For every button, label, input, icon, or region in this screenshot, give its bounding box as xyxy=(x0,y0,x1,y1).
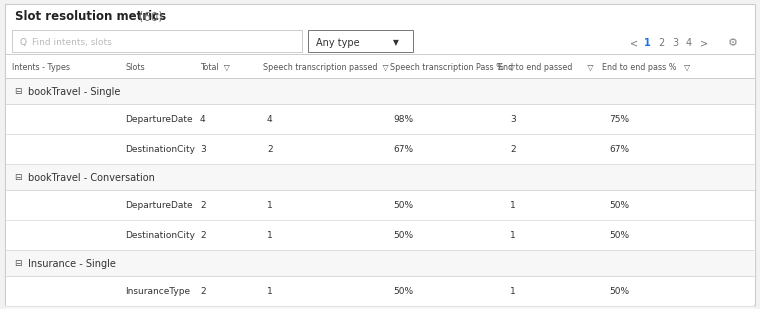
Text: 98%: 98% xyxy=(393,116,413,125)
Bar xyxy=(6,104,754,134)
Bar xyxy=(6,134,754,164)
Text: 4: 4 xyxy=(267,116,273,125)
Text: 4: 4 xyxy=(686,38,692,48)
Text: 1: 1 xyxy=(510,201,516,210)
Text: End to end passed      ▽: End to end passed ▽ xyxy=(498,62,594,71)
Text: 50%: 50% xyxy=(393,201,413,210)
Bar xyxy=(308,30,413,52)
Text: 1: 1 xyxy=(267,231,273,240)
Text: ▼: ▼ xyxy=(393,39,399,48)
Text: Q: Q xyxy=(20,39,27,48)
Text: End to end pass %   ▽: End to end pass % ▽ xyxy=(602,62,690,71)
Bar xyxy=(6,250,754,276)
Text: ⊟: ⊟ xyxy=(14,173,21,183)
Text: 3: 3 xyxy=(672,38,678,48)
Text: DepartureDate: DepartureDate xyxy=(125,116,192,125)
Bar xyxy=(6,306,754,309)
Text: bookTravel - Conversation: bookTravel - Conversation xyxy=(28,173,155,183)
Text: 50%: 50% xyxy=(609,231,629,240)
Text: 1: 1 xyxy=(510,231,516,240)
Text: 2: 2 xyxy=(267,146,273,154)
Text: 67%: 67% xyxy=(393,146,413,154)
Text: <: < xyxy=(630,38,638,48)
Text: DestinationCity: DestinationCity xyxy=(125,146,195,154)
Text: Speech transcription Pass %  ▽: Speech transcription Pass % ▽ xyxy=(390,62,515,71)
Bar xyxy=(6,190,754,220)
Text: 50%: 50% xyxy=(609,201,629,210)
Text: Slot resolution metrics: Slot resolution metrics xyxy=(15,11,166,23)
Text: 1: 1 xyxy=(510,287,516,297)
Text: 75%: 75% xyxy=(609,116,629,125)
Text: (60): (60) xyxy=(135,11,163,23)
Text: ⊟: ⊟ xyxy=(14,260,21,269)
Text: ⊟: ⊟ xyxy=(14,87,21,96)
Text: 2: 2 xyxy=(510,146,515,154)
Text: 1: 1 xyxy=(267,287,273,297)
Text: 1: 1 xyxy=(644,38,651,48)
Text: >: > xyxy=(700,38,708,48)
Bar xyxy=(6,164,754,190)
Text: 50%: 50% xyxy=(393,287,413,297)
Text: 2: 2 xyxy=(200,231,206,240)
Text: Insurance - Single: Insurance - Single xyxy=(28,259,116,269)
Text: Slots: Slots xyxy=(125,62,144,71)
Text: Total  ▽: Total ▽ xyxy=(200,62,230,71)
Bar xyxy=(12,30,302,52)
Text: Speech transcription passed  ▽: Speech transcription passed ▽ xyxy=(263,62,388,71)
Bar xyxy=(6,78,754,104)
Text: bookTravel - Single: bookTravel - Single xyxy=(28,87,120,97)
Text: Any type: Any type xyxy=(316,38,359,48)
Text: 2: 2 xyxy=(200,201,206,210)
Text: Intents - Types: Intents - Types xyxy=(12,62,70,71)
Text: ⚙: ⚙ xyxy=(728,38,738,48)
Text: 3: 3 xyxy=(200,146,206,154)
Bar xyxy=(6,220,754,250)
Text: 67%: 67% xyxy=(609,146,629,154)
Text: 1: 1 xyxy=(267,201,273,210)
Text: 50%: 50% xyxy=(609,287,629,297)
Text: Find intents, slots: Find intents, slots xyxy=(32,39,112,48)
Text: 2: 2 xyxy=(200,287,206,297)
Text: 50%: 50% xyxy=(393,231,413,240)
Text: 4: 4 xyxy=(200,116,206,125)
Text: 3: 3 xyxy=(510,116,516,125)
Bar xyxy=(6,276,754,306)
Text: InsuranceType: InsuranceType xyxy=(125,287,190,297)
Text: DestinationCity: DestinationCity xyxy=(125,231,195,240)
Text: DepartureDate: DepartureDate xyxy=(125,201,192,210)
Text: 2: 2 xyxy=(658,38,664,48)
